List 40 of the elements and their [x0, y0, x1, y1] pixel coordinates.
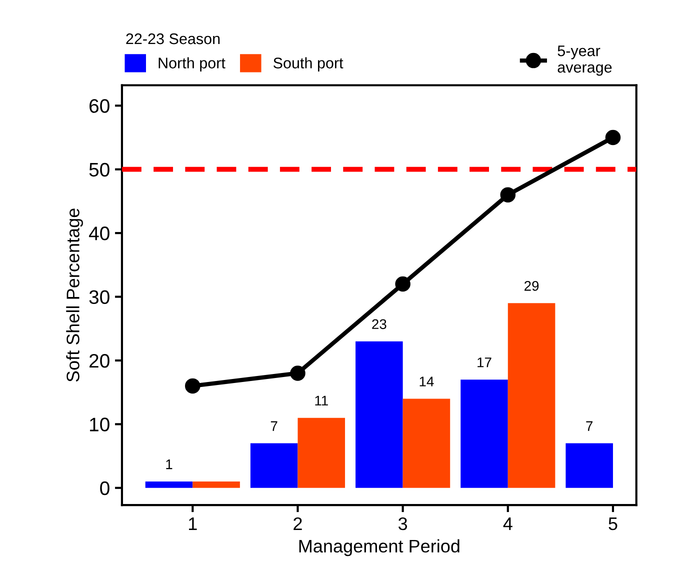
y-tick-label: 0	[100, 481, 110, 496]
x-axis-title: Management Period	[299, 539, 460, 556]
x-tick-label: 4	[503, 518, 512, 530]
x-tick-label: 5	[608, 518, 618, 530]
x-tick-label: 1	[189, 518, 197, 530]
data-label: 14	[420, 376, 434, 386]
y-tick-label: 10	[90, 418, 110, 432]
bar	[402, 398, 450, 488]
legend-title: 22-23 Season	[126, 33, 220, 44]
point	[185, 378, 200, 394]
legend-label: South port	[274, 57, 344, 72]
y-tick-label: 50	[89, 162, 110, 177]
bar	[145, 482, 193, 488]
bar	[566, 443, 613, 488]
data-label: 1	[166, 460, 172, 470]
y-axis-title: Soft Shell Percentage	[66, 208, 83, 382]
y-tick-label: 40	[88, 226, 110, 240]
data-label: 11	[315, 396, 328, 406]
bar	[460, 380, 508, 488]
y-tick-label: 60	[90, 99, 110, 113]
point	[290, 366, 306, 381]
bar	[192, 482, 240, 488]
x-tick-label: 2	[294, 517, 302, 530]
bar	[356, 341, 403, 488]
bar	[298, 418, 346, 488]
legend-label: North port	[158, 57, 226, 72]
bar	[250, 443, 298, 488]
y-tick-label: 20	[90, 354, 110, 368]
x-tick-label: 3	[398, 517, 408, 530]
data-label: 29	[524, 281, 539, 291]
data-label: 7	[586, 421, 592, 431]
data-label: 17	[478, 358, 492, 368]
point	[395, 276, 410, 292]
bar	[508, 303, 556, 488]
data-label: 7	[270, 421, 278, 431]
y-tick-label: 30	[89, 290, 110, 304]
legend-label: 5-year average	[558, 46, 612, 76]
point	[605, 130, 621, 146]
data-label: 23	[372, 319, 386, 330]
point	[500, 187, 516, 202]
